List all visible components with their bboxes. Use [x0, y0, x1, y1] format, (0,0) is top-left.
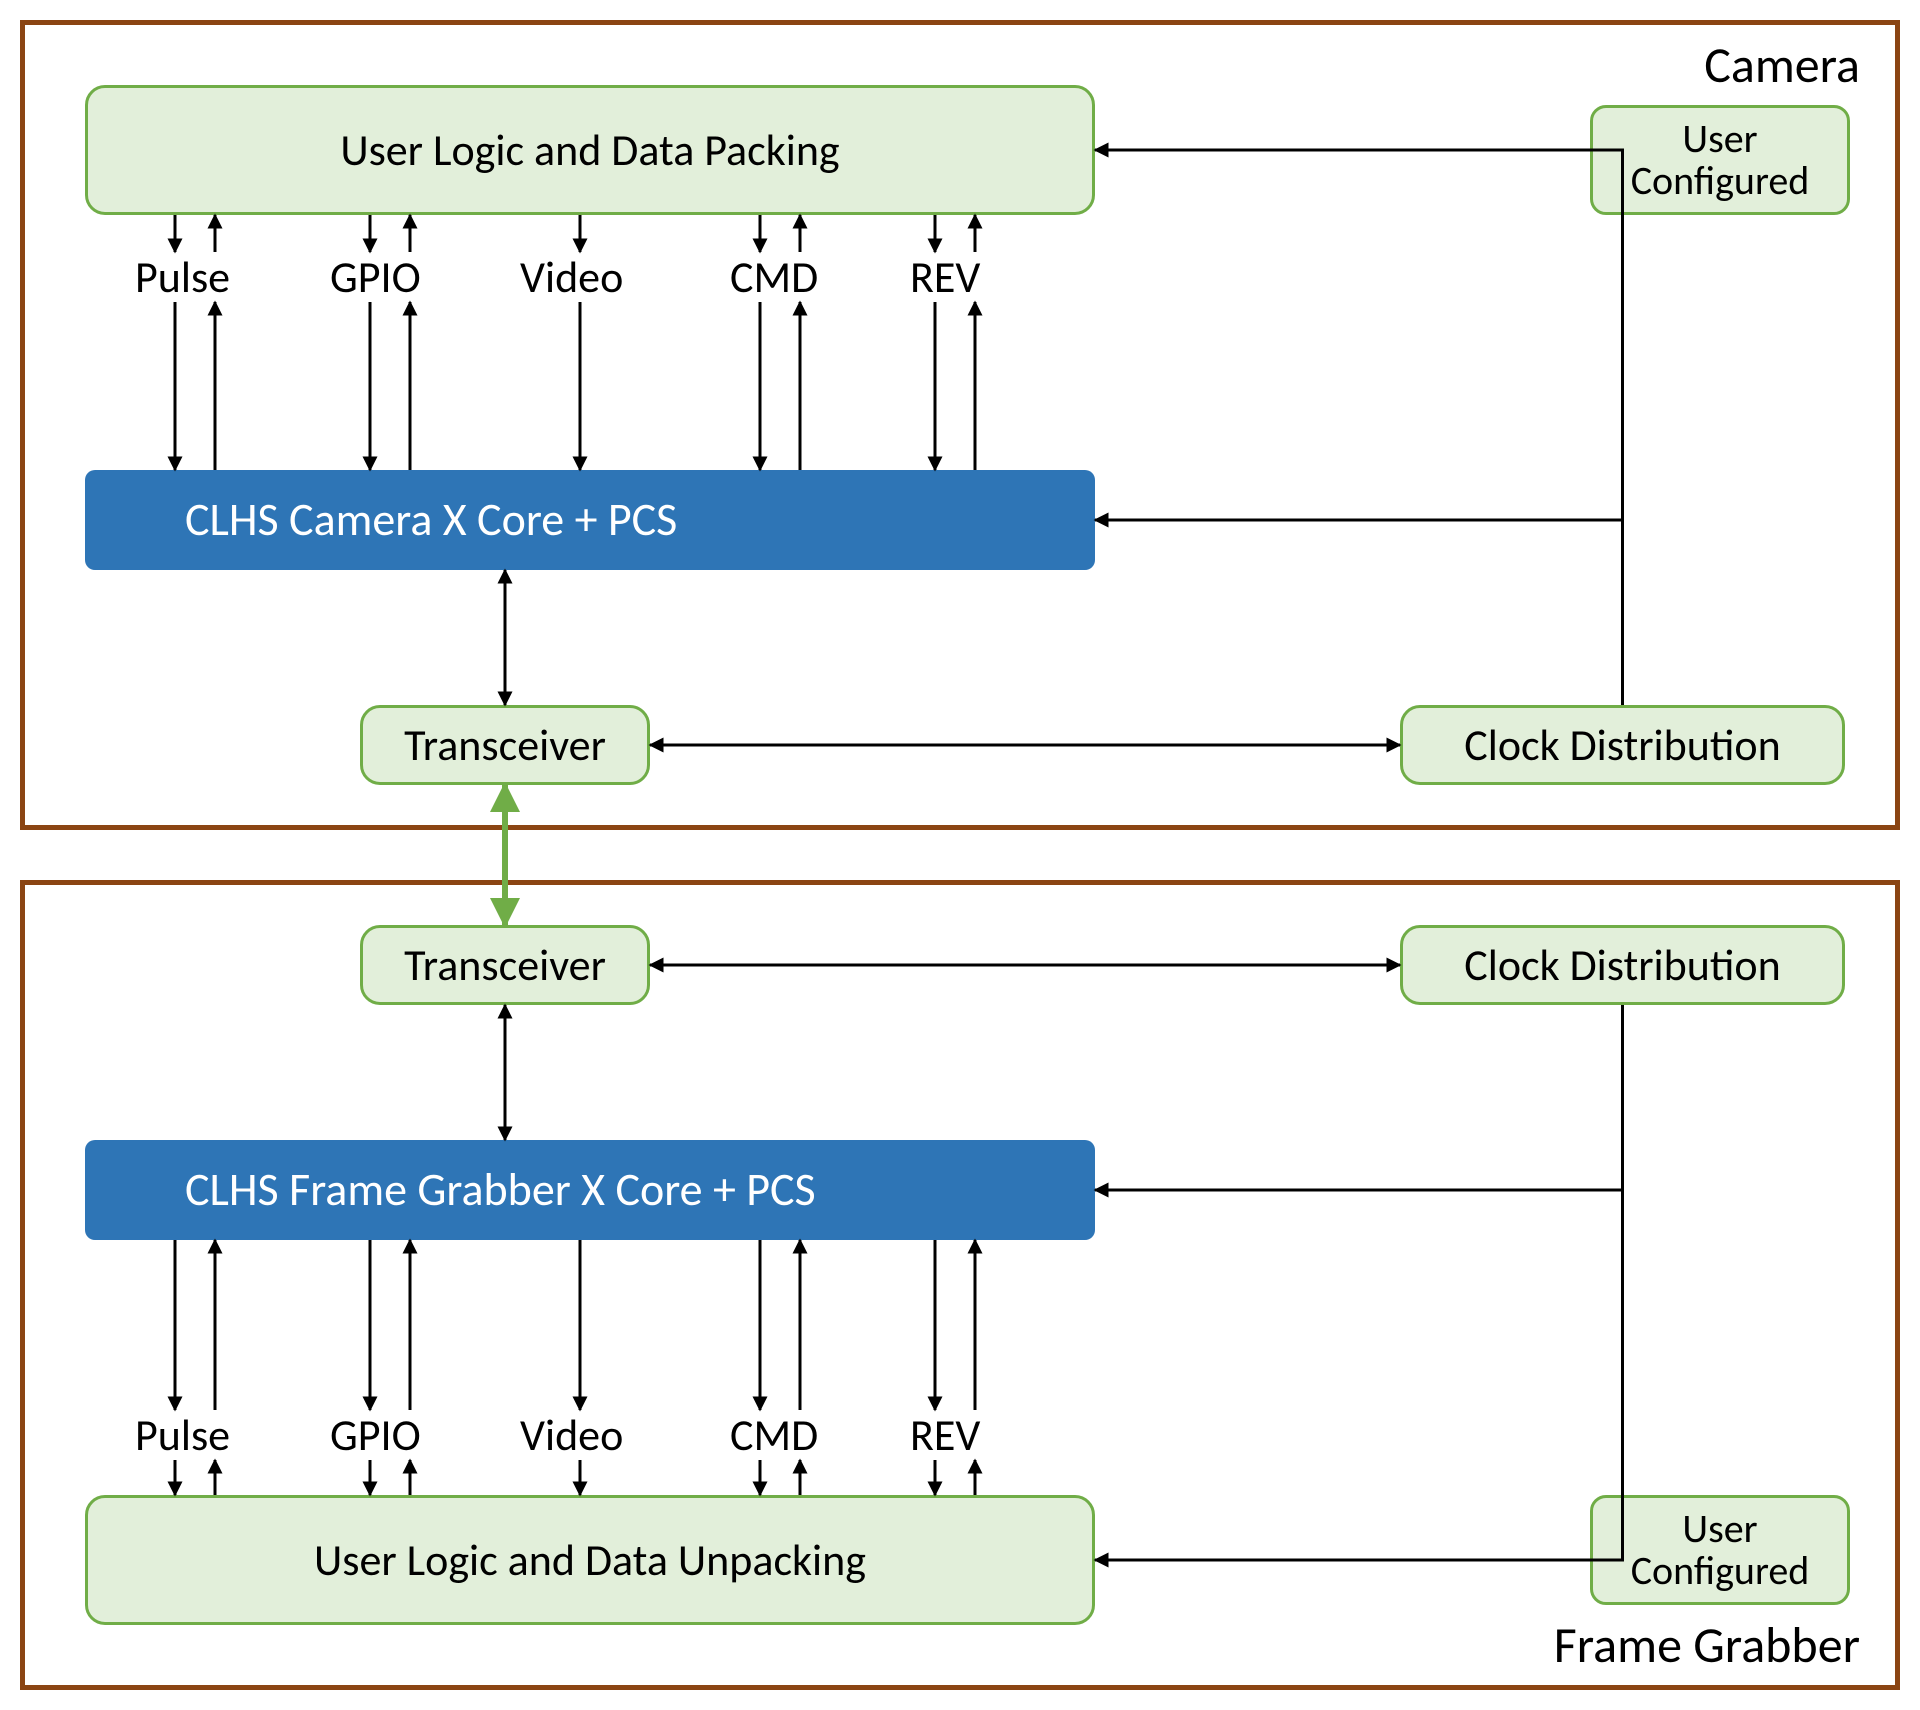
camera-signal-video: Video	[520, 250, 623, 304]
grabber-signal-cmd: CMD	[730, 1408, 818, 1462]
camera-signal-cmd: CMD	[730, 250, 818, 304]
grabber-section-label: Frame Grabber	[1554, 1615, 1860, 1676]
grabber-clock-distribution: Clock Distribution	[1400, 925, 1845, 1005]
grabber-signal-pulse: Pulse	[135, 1408, 230, 1462]
camera-clock-distribution: Clock Distribution	[1400, 705, 1845, 785]
camera-user-configured: User Configured	[1590, 105, 1850, 215]
grabber-user-configured: User Configured	[1590, 1495, 1850, 1605]
camera-signal-gpio: GPIO	[330, 250, 421, 304]
camera-signal-rev: REV	[910, 250, 980, 304]
camera-section-label: Camera	[1704, 35, 1860, 96]
grabber-core: CLHS Frame Grabber X Core + PCS	[85, 1140, 1095, 1240]
camera-transceiver: Transceiver	[360, 705, 650, 785]
grabber-signal-video: Video	[520, 1408, 623, 1462]
camera-signal-pulse: Pulse	[135, 250, 230, 304]
camera-user-logic: User Logic and Data Packing	[85, 85, 1095, 215]
grabber-user-logic: User Logic and Data Unpacking	[85, 1495, 1095, 1625]
grabber-signal-rev: REV	[910, 1408, 980, 1462]
camera-core: CLHS Camera X Core + PCS	[85, 470, 1095, 570]
grabber-signal-gpio: GPIO	[330, 1408, 421, 1462]
grabber-transceiver: Transceiver	[360, 925, 650, 1005]
